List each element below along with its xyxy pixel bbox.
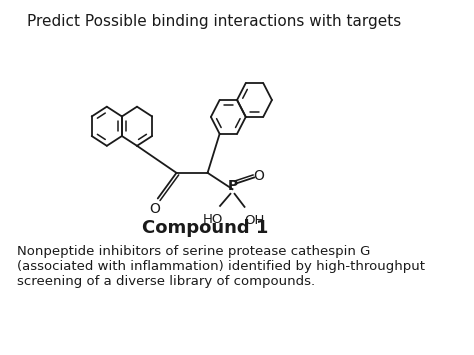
Text: O: O: [254, 169, 264, 182]
Text: OH: OH: [244, 214, 264, 227]
Text: Predict Possible binding interactions with targets: Predict Possible binding interactions wi…: [27, 15, 401, 29]
Text: O: O: [149, 202, 160, 216]
Text: HO: HO: [203, 213, 224, 226]
Text: Compound 1: Compound 1: [142, 219, 269, 237]
Text: P: P: [228, 179, 237, 193]
Text: Nonpeptide inhibitors of serine protease cathespin G
(associated with inflammati: Nonpeptide inhibitors of serine protease…: [17, 245, 425, 288]
